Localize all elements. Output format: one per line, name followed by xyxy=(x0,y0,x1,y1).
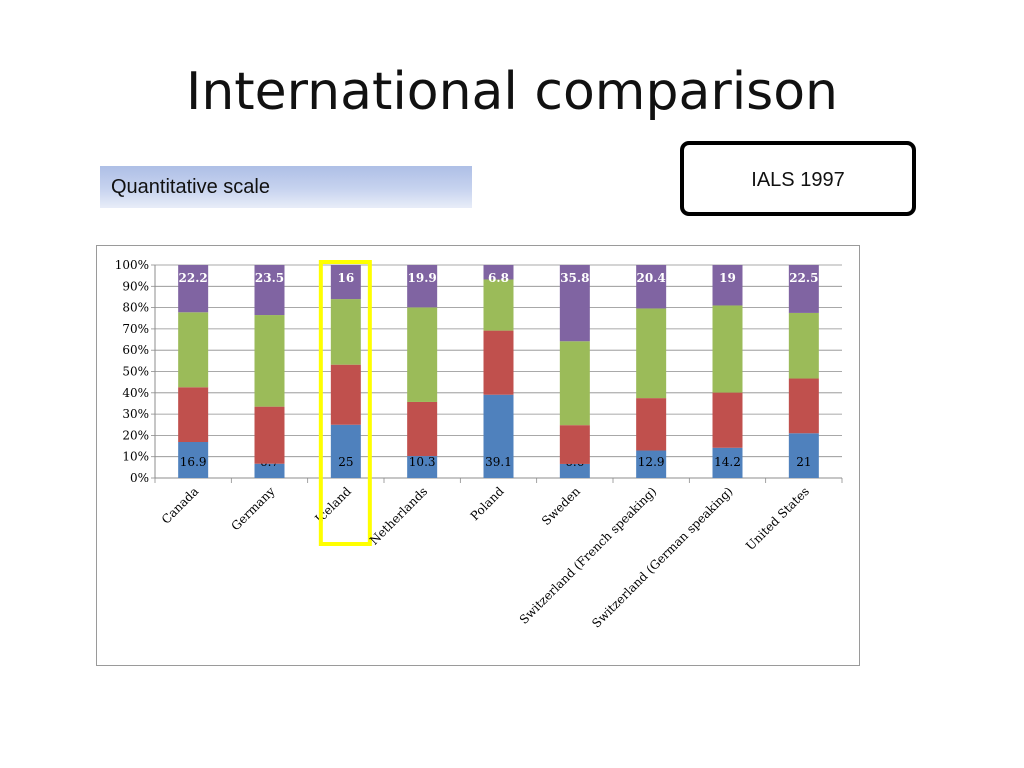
survey-label: IALS 1997 xyxy=(751,169,845,191)
bar-segment xyxy=(788,312,819,379)
bar-segment xyxy=(254,265,285,316)
bar-segment xyxy=(254,406,285,464)
y-tick-label: 0% xyxy=(130,471,149,485)
chart-frame: 0% 10% 20% 30% 40% 50% 60% 70% 80% 90% 100% 16.9 22.… xyxy=(96,245,860,666)
bar-segment xyxy=(712,392,743,448)
x-tick-label: Iceland xyxy=(312,484,354,526)
bar-segment xyxy=(178,387,209,443)
bar-segment xyxy=(407,401,438,457)
scale-label: Quantitative scale xyxy=(100,166,472,208)
y-tick-label: 70% xyxy=(122,322,149,336)
data-label: 19 xyxy=(719,271,736,285)
y-tick-label: 30% xyxy=(122,407,149,421)
bar-segment xyxy=(788,378,819,434)
data-label: 12.9 xyxy=(638,455,665,469)
bar-segment xyxy=(330,265,361,300)
bar-segment xyxy=(636,398,667,451)
data-label: 22.2 xyxy=(179,271,208,285)
survey-label-box: IALS 1997 xyxy=(680,141,916,216)
bar-segment xyxy=(636,308,667,399)
data-label: 22.5 xyxy=(789,271,818,285)
data-label: 16 xyxy=(337,271,354,285)
y-tick-label: 80% xyxy=(122,301,149,315)
bar-segment xyxy=(483,279,514,331)
bar-segment xyxy=(788,265,819,313)
data-label: 23.5 xyxy=(255,271,284,285)
slide-title: International comparison xyxy=(185,62,839,122)
y-tick-label: 100% xyxy=(115,258,149,272)
x-tick-label: Poland xyxy=(468,484,507,523)
data-label: 14.2 xyxy=(714,455,741,469)
bar-segment xyxy=(407,265,438,308)
data-label: 20.4 xyxy=(637,271,666,285)
bar-segment xyxy=(407,456,438,478)
bar-segment xyxy=(559,425,590,464)
stacked-bar-chart: 0% 10% 20% 30% 40% 50% 60% 70% 80% 90% 100% 16.9 22.… xyxy=(115,258,843,631)
bar-segment xyxy=(559,463,590,478)
x-tick-label: Netherlands xyxy=(367,484,430,547)
data-label: 39.1 xyxy=(485,455,512,469)
x-tick-label: Germany xyxy=(228,484,277,533)
bar-segment xyxy=(712,305,743,393)
bar-segment xyxy=(407,307,438,402)
bar-segment xyxy=(330,299,361,365)
bar-segment xyxy=(636,265,667,309)
bar-segment xyxy=(254,315,285,407)
x-tick-label: Switzerland (German speaking) xyxy=(589,484,735,630)
bar-segment xyxy=(788,433,819,478)
data-label: 16.9 xyxy=(180,455,207,469)
bar-segment xyxy=(712,265,743,306)
x-tick-label: Sweden xyxy=(539,484,583,528)
data-label: 10.3 xyxy=(409,455,436,469)
bar-segment xyxy=(559,341,590,426)
bar-segment xyxy=(178,265,209,313)
x-tick-label: Switzerland (French speaking) xyxy=(517,484,660,627)
y-tick-label: 10% xyxy=(122,450,149,464)
bar-segment xyxy=(178,312,209,388)
y-tick-label: 40% xyxy=(122,386,149,400)
bar-segment xyxy=(483,330,514,395)
bar-segment xyxy=(330,364,361,425)
data-label: 35.8 xyxy=(560,271,589,285)
x-tick-label: Canada xyxy=(159,484,201,526)
bar-segment xyxy=(254,463,285,478)
bar-segment xyxy=(483,265,514,280)
bar-segment xyxy=(178,442,209,478)
y-tick-label: 90% xyxy=(122,279,149,293)
y-tick-label: 60% xyxy=(122,343,149,357)
bar-segment xyxy=(559,265,590,342)
data-label: 21 xyxy=(796,455,811,469)
highlight-box xyxy=(318,260,372,546)
data-label: 6.8 xyxy=(488,271,509,285)
x-tick-label: United States xyxy=(743,484,812,553)
data-label: 19.9 xyxy=(408,271,437,285)
bar-segment xyxy=(712,447,743,478)
bar-segment xyxy=(330,424,361,478)
data-label: 25 xyxy=(338,455,353,469)
y-tick-label: 20% xyxy=(122,428,149,442)
y-tick-label: 50% xyxy=(122,365,149,379)
bar-segment xyxy=(483,394,514,478)
bar-segment xyxy=(636,450,667,478)
